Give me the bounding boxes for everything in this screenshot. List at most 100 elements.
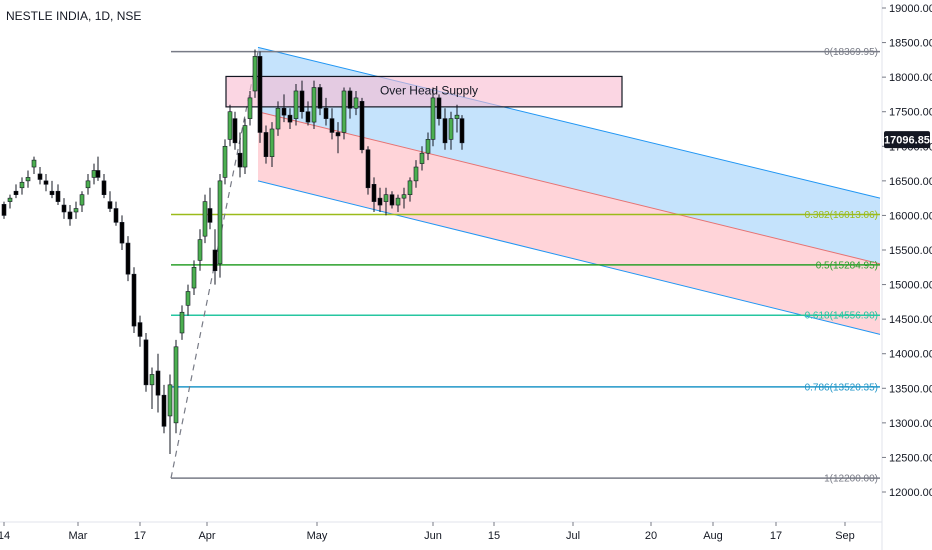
fibonacci-levels: 0(18369.95) 0.382(16013.06) 0.5(15284.95) 0…	[171, 47, 880, 485]
candle-body-23	[137, 322, 143, 337]
x-tick-label-9: Aug	[703, 530, 723, 542]
x-tick-label-2: 17	[134, 530, 146, 542]
candle-body-65	[377, 197, 383, 206]
candle-body-60	[347, 90, 353, 109]
y-tick-label-14: 12000.00	[889, 487, 932, 499]
candle-body-55	[317, 87, 323, 109]
last-price-text: 17096.85	[884, 135, 930, 147]
candle-body-52	[299, 90, 305, 113]
y-tick-label-2: 18000.00	[889, 72, 932, 84]
candle-body-63	[365, 149, 371, 189]
candle-body-47	[269, 128, 275, 157]
candle-body-15	[91, 170, 97, 178]
candle-body-73	[425, 139, 431, 154]
y-tick-label-6: 16000.00	[889, 210, 932, 222]
x-tick-label-7: Jul	[566, 530, 580, 542]
candle-body-39	[227, 111, 233, 140]
y-tick-label-10: 14000.00	[889, 349, 932, 361]
candle-body-35	[207, 208, 213, 223]
candle-body-58	[335, 132, 341, 137]
candle-body-31	[185, 291, 191, 306]
candle-body-8	[49, 190, 55, 195]
candle-body-46	[263, 132, 269, 157]
x-tick-label-1: Mar	[69, 530, 88, 542]
candle-body-32	[191, 266, 197, 289]
candle-body-59	[341, 90, 347, 133]
candle-body-70	[407, 180, 413, 195]
supply-zone-label: Over Head Supply	[380, 83, 478, 97]
candle-body-61	[353, 97, 359, 109]
candle-body-37	[217, 180, 223, 265]
x-tick-label-10: 17	[770, 530, 782, 542]
candle-body-13	[79, 194, 85, 206]
candle-body-79	[459, 118, 465, 144]
channel-upper-line	[257, 46, 881, 199]
candle-body-0	[1, 204, 7, 216]
candle-body-62	[359, 101, 365, 151]
candle-body-10	[61, 204, 67, 213]
candle-body-49	[281, 107, 287, 116]
x-tick-label-8: 20	[645, 530, 657, 542]
candle-body-76	[442, 118, 448, 144]
candle-body-53	[305, 111, 311, 123]
fib-label-1: 0.382(16013.06)	[805, 210, 878, 221]
x-tick-label-4: May	[307, 530, 328, 542]
candle-body-38	[222, 145, 228, 178]
fib-label-5: 1(12200.00)	[824, 474, 878, 485]
y-axis-ticks: 19000.0018500.0018000.0017500.0017000.00…	[882, 3, 932, 499]
x-tick-label-5: Jun	[424, 530, 442, 542]
y-tick-label-11: 13500.00	[889, 383, 932, 395]
candle-body-69	[401, 194, 407, 199]
candle-body-30	[179, 311, 185, 334]
regression-channel-lower-band	[258, 111, 880, 335]
channel-lower-line	[257, 180, 881, 335]
candle-body-5	[31, 159, 37, 168]
candle-body-20	[119, 222, 125, 244]
candle-body-14	[85, 180, 91, 189]
fib-label-4: 0.786(13520.35)	[805, 382, 878, 393]
fib-label-3: 0.618(14556.90)	[805, 311, 878, 322]
y-tick-label-7: 15500.00	[889, 245, 932, 257]
candle-body-34	[202, 201, 208, 237]
candle-body-12	[73, 208, 79, 213]
candle-body-51	[293, 90, 299, 119]
candlesticks	[1, 49, 465, 454]
candle-body-17	[101, 180, 107, 195]
candle-body-3	[19, 181, 25, 189]
y-tick-label-3: 17500.00	[889, 107, 932, 119]
candle-body-57	[329, 118, 335, 133]
y-tick-label-13: 12500.00	[889, 452, 932, 464]
candle-body-48	[275, 107, 281, 130]
candle-body-2	[13, 190, 19, 195]
candle-body-26	[155, 370, 161, 396]
candle-body-74	[430, 97, 436, 140]
candle-body-44	[252, 56, 258, 92]
last-price-box	[884, 131, 930, 149]
x-tick-label-3: Apr	[198, 530, 215, 542]
candle-body-50	[287, 114, 293, 123]
y-tick-label-5: 16500.00	[889, 176, 932, 188]
candle-body-68	[395, 197, 401, 206]
candle-body-16	[95, 170, 101, 178]
candle-body-75	[436, 97, 442, 119]
overhead-supply-zone[interactable]	[225, 75, 623, 108]
candle-body-78	[454, 114, 460, 119]
chart-title: NESTLE INDIA, 1D, NSE	[6, 9, 141, 23]
candle-body-29	[173, 346, 179, 424]
candle-body-41	[237, 152, 243, 168]
candle-body-25	[149, 374, 155, 386]
candle-body-54	[311, 87, 317, 123]
candle-body-4	[25, 177, 31, 182]
fib-label-2: 0.5(15284.95)	[816, 260, 878, 271]
y-tick-label-9: 14500.00	[889, 314, 932, 326]
candle-body-43	[247, 97, 253, 119]
x-axis-ticks: 14 Mar 17 Apr May Jun 15 Jul 20 Aug 17 Sep	[0, 522, 855, 542]
candle-body-1	[7, 197, 13, 202]
candle-body-67	[389, 194, 395, 206]
candle-body-9	[55, 190, 61, 202]
candle-body-18	[107, 201, 113, 209]
candle-body-40	[232, 118, 238, 144]
candle-body-19	[113, 208, 119, 223]
candle-body-7	[43, 180, 49, 185]
